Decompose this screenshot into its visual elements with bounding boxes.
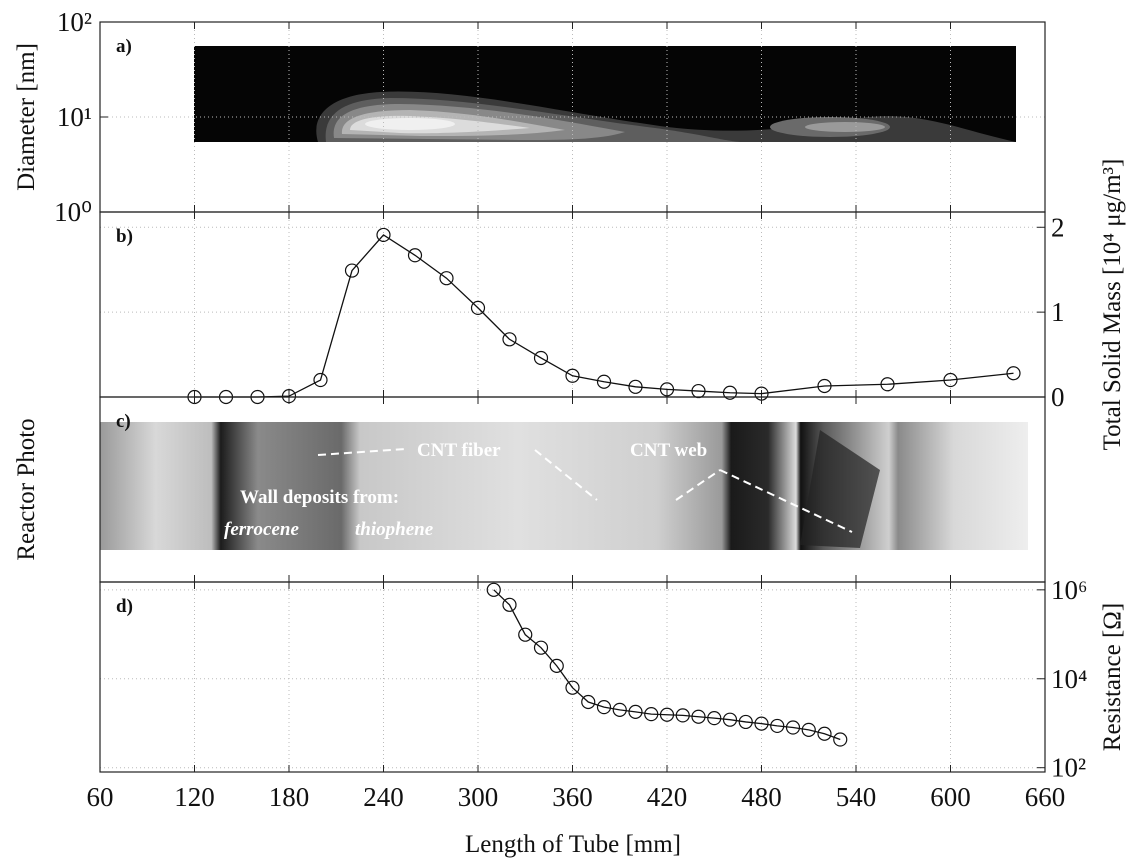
panel-label: c) bbox=[116, 411, 131, 432]
x-axis-title: Length of Tube [mm] bbox=[465, 831, 681, 858]
data-point bbox=[533, 350, 549, 366]
y-tick-label: 10² bbox=[1051, 753, 1086, 783]
data-point bbox=[612, 702, 627, 717]
y-tick-label: 10¹ bbox=[57, 102, 92, 132]
data-point bbox=[628, 379, 643, 394]
panel-frame bbox=[99, 581, 1046, 773]
y-axis-title: Total Solid Mass [10⁴ μg/m³] bbox=[1099, 159, 1126, 451]
data-point bbox=[549, 658, 564, 673]
data-point bbox=[754, 716, 769, 731]
x-tick-label: 300 bbox=[458, 782, 499, 812]
data-point bbox=[833, 732, 848, 747]
data-point bbox=[880, 377, 895, 392]
data-point bbox=[470, 300, 486, 315]
y-tick-label: 2 bbox=[1051, 212, 1065, 242]
y-tick-label: 0 bbox=[1051, 382, 1065, 412]
y-tick-label: 10⁰ bbox=[54, 197, 92, 227]
data-point bbox=[943, 372, 958, 388]
reactor-photo: CNT fiber CNT web Wall deposits from: fe… bbox=[100, 422, 1028, 550]
y-tick-label: 10⁶ bbox=[1051, 575, 1087, 605]
data-point bbox=[628, 704, 643, 719]
x-tick-label: 660 bbox=[1025, 782, 1066, 812]
data-point bbox=[675, 708, 690, 723]
y-tick-label: 10⁴ bbox=[1051, 664, 1087, 694]
series-line bbox=[493, 589, 841, 741]
data-point bbox=[644, 707, 659, 722]
data-point bbox=[596, 374, 612, 389]
data-point bbox=[722, 385, 738, 400]
data-point bbox=[691, 709, 706, 724]
data-point bbox=[439, 271, 454, 286]
y-tick-label: 1 bbox=[1051, 297, 1065, 327]
panel-label: a) bbox=[116, 36, 132, 57]
x-tick-label: 360 bbox=[552, 782, 593, 812]
y-tick-label: 10² bbox=[57, 7, 92, 37]
data-point bbox=[313, 372, 328, 388]
data-point bbox=[707, 711, 722, 726]
x-tick-label: 600 bbox=[930, 782, 971, 812]
data-point bbox=[565, 680, 580, 695]
data-point bbox=[738, 714, 753, 730]
data-point bbox=[659, 707, 675, 722]
x-tick-label: 420 bbox=[647, 782, 688, 812]
data-point bbox=[596, 700, 612, 715]
data-point bbox=[659, 382, 675, 397]
data-point bbox=[486, 582, 501, 597]
x-tick-label: 540 bbox=[836, 782, 877, 812]
x-tick-label: 480 bbox=[741, 782, 782, 812]
data-point bbox=[502, 332, 517, 347]
data-point bbox=[533, 640, 549, 655]
data-point bbox=[344, 263, 360, 278]
data-point bbox=[785, 720, 801, 735]
data-point bbox=[817, 378, 832, 394]
data-point bbox=[407, 248, 423, 263]
data-point bbox=[722, 712, 738, 727]
data-point bbox=[1006, 366, 1021, 381]
data-point bbox=[565, 368, 580, 383]
annotation: ferrocene bbox=[224, 519, 299, 540]
axes: 10⁰ 10¹ 10² a) Diameter [nm] 0 1 2 b) Total Solid… bbox=[13, 7, 1126, 858]
panel-label: d) bbox=[116, 596, 133, 617]
y-axis-title: Diameter [nm] bbox=[13, 43, 40, 191]
data-point bbox=[376, 227, 391, 243]
panel-label: b) bbox=[116, 226, 133, 247]
x-tick-label: 180 bbox=[269, 782, 310, 812]
y-axis-title: Reactor Photo bbox=[13, 418, 40, 560]
x-tick-label: 240 bbox=[363, 782, 404, 812]
series-line bbox=[194, 234, 1014, 398]
y-axis-title: Resistance [Ω] bbox=[1099, 603, 1126, 751]
annotation: Wall deposits from: bbox=[240, 487, 399, 508]
annotation: CNT web bbox=[630, 440, 707, 461]
x-tick-label: 60 bbox=[87, 782, 114, 812]
annotation: CNT fiber bbox=[417, 440, 501, 461]
annotation: thiophene bbox=[355, 519, 434, 540]
x-tick-label: 120 bbox=[174, 782, 215, 812]
data-point bbox=[518, 627, 533, 642]
contour bbox=[194, 46, 1016, 142]
data-point bbox=[581, 694, 596, 710]
data-point bbox=[801, 722, 816, 737]
data-point bbox=[502, 597, 517, 612]
data-point bbox=[817, 726, 832, 741]
data-point bbox=[770, 718, 785, 734]
